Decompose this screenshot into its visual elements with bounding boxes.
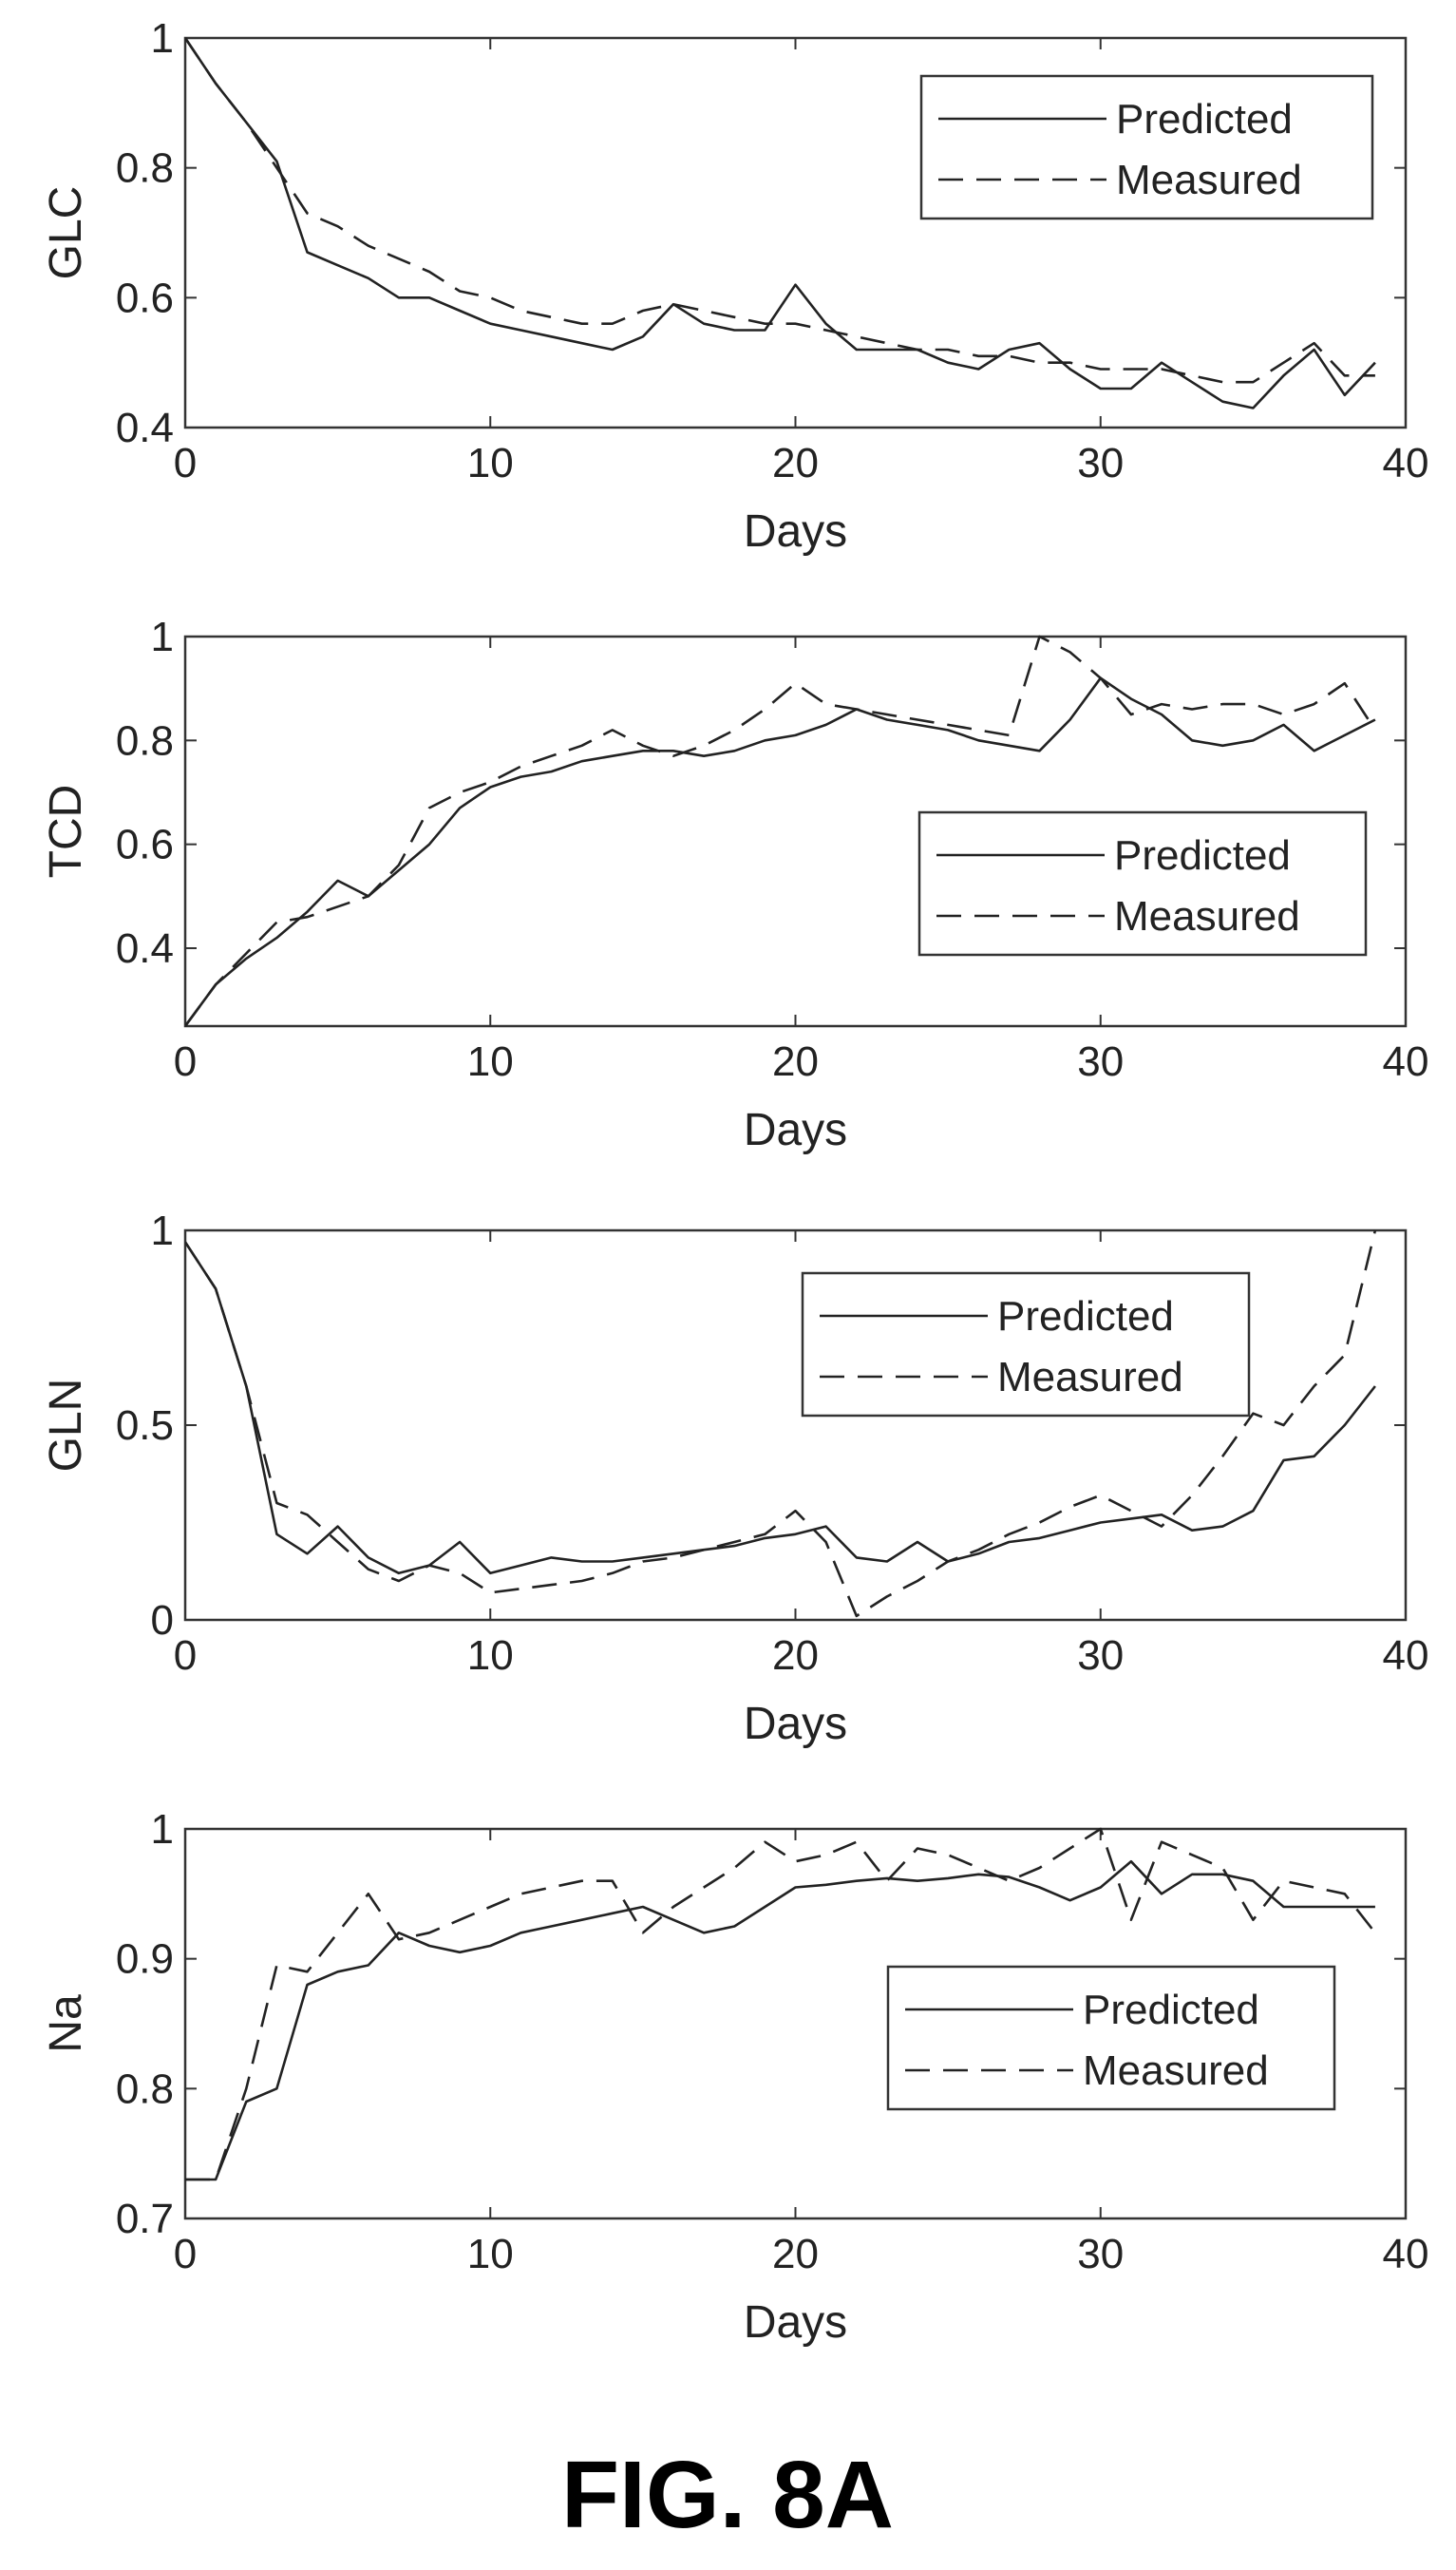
x-tick-label: 10 xyxy=(467,1038,514,1085)
series-line-measured xyxy=(185,1229,1377,1618)
y-axis-label: GLN xyxy=(41,1379,91,1473)
x-tick-label: 20 xyxy=(772,1632,819,1679)
legend-label-measured: Measured xyxy=(1083,2047,1269,2094)
y-tick-label: 0.8 xyxy=(116,2066,174,2112)
subplot-glc: 0 10 20 30 40 0.4 0.6 0.8 1 Days GLC Predicted Measu… xyxy=(41,15,1428,557)
x-tick-label: 0 xyxy=(174,1632,197,1679)
y-tick-label: 0.6 xyxy=(116,822,174,868)
x-tick-label: 40 xyxy=(1383,2231,1429,2277)
y-axis-label: TCD xyxy=(41,785,91,879)
y-tick-label: 0.9 xyxy=(116,1936,174,1983)
x-tick-label: 20 xyxy=(772,1038,819,1085)
subplot-na: 0 10 20 30 40 0.7 0.8 0.9 1 Days Na Predicted Measur… xyxy=(41,1806,1428,2348)
subplot-tcd: 0 10 20 30 40 0.4 0.6 0.8 1 Days TCD Predicted Measu… xyxy=(41,614,1428,1155)
y-tick-label: 0 xyxy=(151,1597,174,1644)
y-tick-label: 0.5 xyxy=(116,1402,174,1449)
x-tick-label: 30 xyxy=(1077,2231,1124,2277)
series-line-predicted xyxy=(185,1859,1375,2181)
x-axis-label: Days xyxy=(744,2297,847,2348)
y-axis-label: Na xyxy=(41,1994,91,2053)
y-tick-label: 1 xyxy=(151,614,174,660)
legend: Predicted Measured xyxy=(886,1965,1336,2111)
legend: Predicted Measured xyxy=(919,74,1374,220)
legend-box xyxy=(917,810,1368,957)
y-tick-label: 0.8 xyxy=(116,717,174,764)
y-tick-label: 1 xyxy=(151,15,174,62)
y-axis-label: GLC xyxy=(41,186,91,280)
figure-caption: FIG. 8A xyxy=(561,2442,894,2548)
x-tick-label: 40 xyxy=(1383,1632,1429,1679)
series-line-measured xyxy=(185,635,1376,1027)
x-tick-label: 40 xyxy=(1383,440,1429,486)
y-tick-label: 1 xyxy=(151,1806,174,1853)
legend-box xyxy=(801,1271,1251,1418)
legend-label-predicted: Predicted xyxy=(1114,832,1291,879)
y-tick-label: 0.6 xyxy=(116,275,174,321)
y-tick-label: 0.7 xyxy=(116,2196,174,2242)
x-tick-label: 0 xyxy=(174,440,197,486)
legend-label-measured: Measured xyxy=(997,1354,1183,1400)
series-line-measured xyxy=(185,37,1375,384)
subplot-gln: 0 10 20 30 40 0 0.5 1 Days GLN Predicted Measured xyxy=(41,1208,1428,1749)
legend-label-predicted: Predicted xyxy=(997,1293,1174,1340)
legend-label-measured: Measured xyxy=(1114,893,1300,940)
x-tick-label: 20 xyxy=(772,440,819,486)
legend: Predicted Measured xyxy=(917,810,1368,957)
x-tick-label: 30 xyxy=(1077,440,1124,486)
x-tick-label: 0 xyxy=(174,1038,197,1085)
series-line-predicted xyxy=(185,1241,1376,1575)
x-tick-label: 20 xyxy=(772,2231,819,2277)
legend: Predicted Measured xyxy=(801,1271,1251,1418)
x-axis-label: Days xyxy=(744,1699,847,1749)
x-tick-label: 0 xyxy=(174,2231,197,2277)
legend-label-predicted: Predicted xyxy=(1116,96,1293,143)
legend-box xyxy=(886,1965,1336,2111)
x-tick-label: 30 xyxy=(1077,1038,1124,1085)
y-tick-label: 1 xyxy=(151,1208,174,1254)
y-tick-label: 0.4 xyxy=(116,405,174,451)
x-tick-label: 40 xyxy=(1383,1038,1429,1085)
series-line-predicted xyxy=(185,676,1376,1027)
legend-label-measured: Measured xyxy=(1116,157,1302,203)
y-tick-label: 0.4 xyxy=(116,925,174,972)
subplots-group: 0 10 20 30 400.40.60.81DaysGLCPredictedMeasu… xyxy=(41,15,1428,2348)
x-tick-label: 10 xyxy=(467,1632,514,1679)
x-tick-label: 10 xyxy=(467,440,514,486)
legend-label-predicted: Predicted xyxy=(1083,1987,1259,2033)
x-axis-label: Days xyxy=(744,1105,847,1155)
y-tick-label: 0.8 xyxy=(116,145,174,192)
series-line-measured xyxy=(185,1827,1376,2181)
legend-box xyxy=(919,74,1374,220)
x-tick-label: 30 xyxy=(1077,1632,1124,1679)
x-tick-label: 10 xyxy=(467,2231,514,2277)
x-axis-label: Days xyxy=(744,506,847,557)
